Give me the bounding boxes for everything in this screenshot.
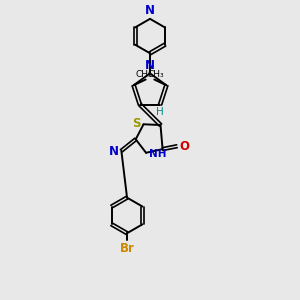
Text: CH₃: CH₃ xyxy=(147,70,164,79)
Text: N: N xyxy=(145,59,155,72)
Text: H: H xyxy=(156,107,164,117)
Text: O: O xyxy=(179,140,189,153)
Text: N: N xyxy=(109,145,119,158)
Text: NH: NH xyxy=(149,149,167,160)
Text: CH₃: CH₃ xyxy=(136,70,153,79)
Text: S: S xyxy=(132,117,141,130)
Text: N: N xyxy=(145,4,155,17)
Text: Br: Br xyxy=(120,242,134,255)
